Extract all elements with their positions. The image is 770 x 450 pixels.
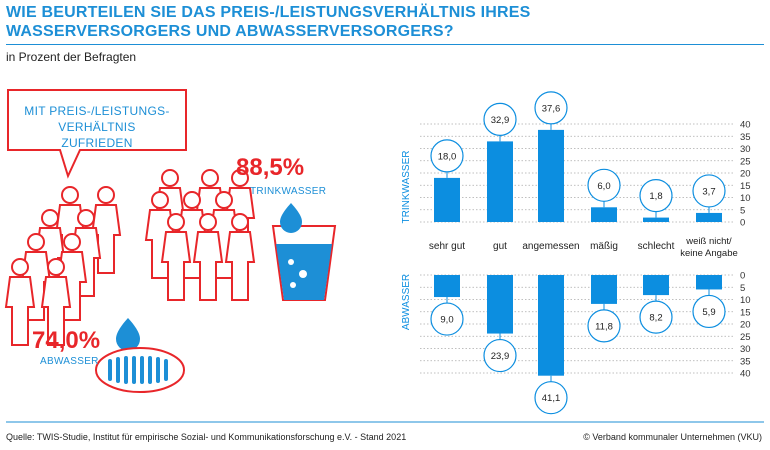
tick-label: 15: [740, 307, 751, 318]
tick-label: 0: [740, 218, 745, 229]
tick-label: 30: [740, 144, 751, 155]
bar: [643, 217, 669, 222]
copyright-note: © Verband kommunaler Unternehmen (VKU): [583, 432, 762, 442]
title-rule: [6, 44, 764, 45]
data-label: 18,0: [438, 151, 457, 162]
speech-bubble-icon: [7, 89, 187, 179]
bar: [591, 275, 617, 304]
tick-label: 0: [740, 271, 745, 282]
value-label-circle: [483, 102, 517, 136]
bar: [434, 275, 460, 298]
data-label: 5,9: [702, 307, 715, 318]
data-label: 9,0: [440, 315, 453, 326]
speech-bubble-text: MIT PREIS-/LEISTUNGS-VERHÄLTNIS ZUFRIEDE…: [24, 104, 170, 150]
value-label-circle: [587, 168, 621, 202]
data-label: 23,9: [491, 351, 510, 362]
value-label-circle: [639, 300, 673, 334]
value-label-circle: [692, 174, 726, 208]
tick-label: 35: [740, 132, 751, 143]
value-label-circle: [534, 91, 568, 125]
tick-label: 20: [740, 169, 751, 180]
water-glass-icon: [271, 225, 337, 301]
person-icon: [40, 258, 72, 346]
drain-icon: [95, 347, 185, 393]
satisfaction-pictogram: [4, 89, 337, 393]
data-label: 41,1: [542, 393, 561, 404]
tick-label: 25: [740, 332, 751, 343]
data-label: 11,8: [595, 321, 613, 332]
value-label-circle: [430, 302, 464, 336]
abwasser-percentage: 74,0%: [32, 327, 101, 354]
value-label-circle: [587, 309, 621, 343]
trinkwasser-label: TRINKWASSER: [250, 186, 327, 197]
tick-label: 20: [740, 320, 751, 331]
category-label: schlecht: [638, 241, 675, 252]
tick-label: 40: [740, 120, 751, 131]
source-note: Quelle: TWIS-Studie, Institut für empiri…: [6, 432, 407, 442]
value-label-circle: [534, 381, 568, 415]
subtitle: in Prozent der Befragten: [6, 50, 137, 64]
bar: [538, 275, 564, 376]
bar: [538, 129, 564, 222]
bar: [696, 212, 722, 222]
chart-title: WIE BEURTEILEN SIE DAS PREIS-/LEISTUNGSV…: [6, 4, 531, 40]
bar: [591, 207, 617, 222]
tick-label: 5: [740, 283, 745, 294]
tick-label: 30: [740, 344, 751, 355]
tick-label: 15: [740, 181, 751, 192]
trinkwasser-axis-title: TRINKWASSER: [401, 151, 412, 224]
people-group-icon: [4, 169, 256, 346]
value-label-circle: [639, 178, 673, 213]
water-drop-icon: [116, 318, 140, 351]
bar: [643, 275, 669, 296]
data-label: 3,7: [702, 186, 715, 197]
water-drop-icon: [280, 203, 302, 233]
person-icon: [4, 258, 36, 346]
bar: [696, 275, 722, 290]
abwasser-label: ABWASSER: [40, 356, 99, 367]
person-icon: [224, 213, 256, 301]
data-label: 32,9: [491, 115, 510, 126]
tick-label: 10: [740, 295, 751, 306]
category-label: weiß nicht/: [685, 236, 732, 247]
trinkwasser-percentage: 88,5%: [236, 154, 305, 181]
bar: [434, 177, 460, 222]
person-icon: [160, 213, 192, 301]
value-label-circle: [430, 139, 464, 173]
person-icon: [192, 213, 224, 301]
category-label: keine Angabe: [680, 248, 738, 259]
category-label: sehr gut: [429, 241, 465, 252]
bar-charts: 0510152025303540051015202530354018,032,9…: [6, 91, 764, 423]
category-label: angemessen: [522, 241, 579, 252]
bar: [487, 141, 513, 222]
tick-label: 10: [740, 193, 751, 204]
category-label: gut: [493, 241, 507, 252]
data-label: 8,2: [649, 313, 662, 324]
tick-label: 40: [740, 369, 751, 380]
value-label-circle: [692, 294, 726, 329]
tick-label: 5: [740, 205, 745, 216]
tick-label: 35: [740, 356, 751, 367]
bar: [487, 275, 513, 334]
tick-label: 25: [740, 156, 751, 167]
data-label: 6,0: [597, 181, 610, 192]
category-label: mäßig: [590, 241, 618, 252]
data-label: 37,6: [542, 103, 561, 114]
value-label-circle: [483, 338, 517, 373]
data-label: 1,8: [649, 191, 662, 202]
abwasser-axis-title: ABWASSER: [401, 274, 412, 330]
